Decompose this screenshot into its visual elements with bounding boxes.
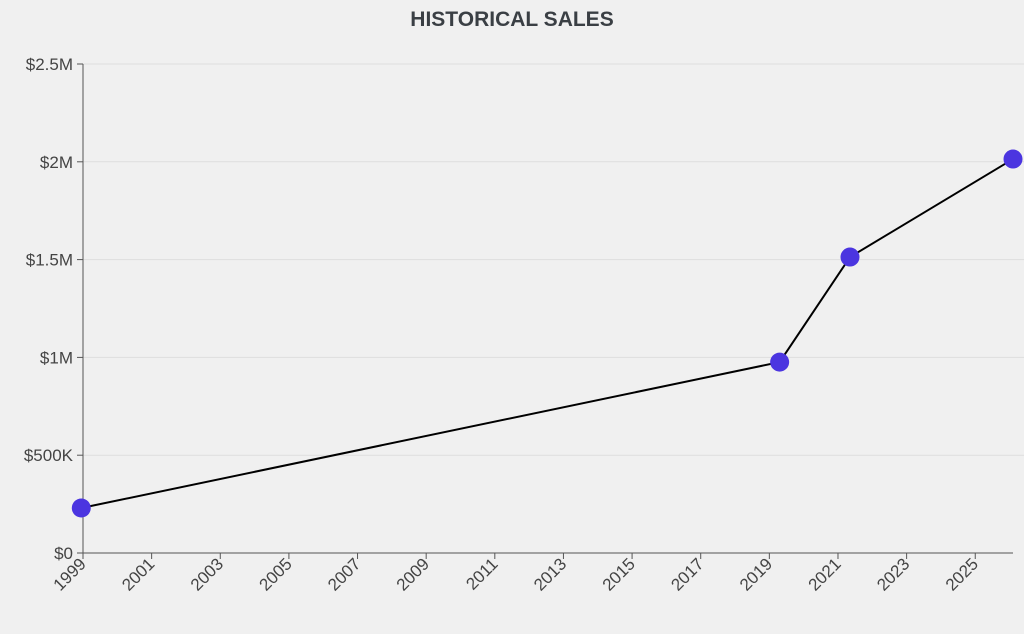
y-tick-label: $0 xyxy=(54,544,73,563)
x-tick-label: 2011 xyxy=(462,554,501,593)
chart-title: HISTORICAL SALES xyxy=(410,8,613,31)
x-tick-label: 2023 xyxy=(873,554,913,594)
data-point xyxy=(840,247,860,267)
x-tick-label: 2025 xyxy=(942,554,982,594)
x-tick-label: 2001 xyxy=(118,554,158,594)
x-tick-label: 2021 xyxy=(805,554,845,594)
data-point xyxy=(1003,149,1023,169)
x-tick-label: 2003 xyxy=(187,554,227,594)
y-tick-label: $1.5M xyxy=(26,251,73,270)
data-point xyxy=(770,352,790,372)
sales-line xyxy=(81,158,1014,509)
data-point xyxy=(71,498,91,518)
y-tick-label: $2.5M xyxy=(26,55,73,74)
x-tick-label: 2019 xyxy=(736,554,776,594)
x-tick-label: 2017 xyxy=(667,554,707,594)
y-tick-label: $500K xyxy=(24,446,74,465)
x-tick-label: 2007 xyxy=(324,554,364,594)
y-tick-label: $1M xyxy=(40,348,73,367)
x-tick-label: 2009 xyxy=(393,554,433,594)
x-tick-label: 2005 xyxy=(256,554,296,594)
x-tick-label: 2015 xyxy=(599,554,639,594)
y-tick-label: $2M xyxy=(40,153,73,172)
x-tick-label: 2013 xyxy=(530,554,570,594)
